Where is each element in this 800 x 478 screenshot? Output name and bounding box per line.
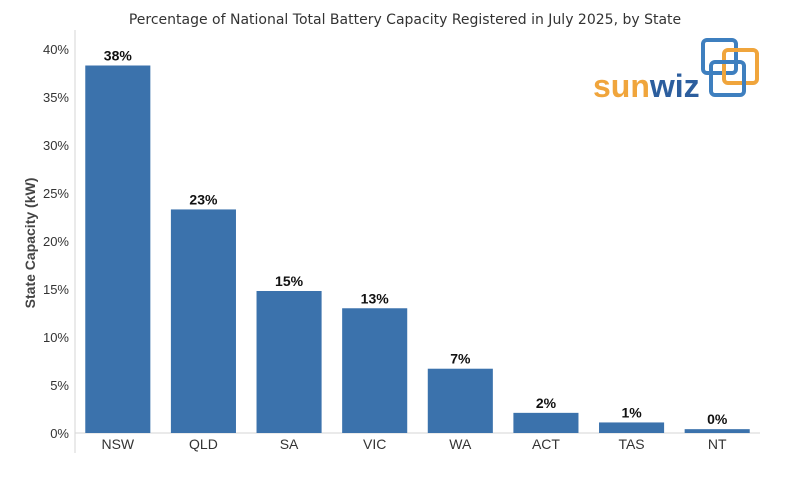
logo-square-3: [709, 60, 746, 97]
x-tick-label: TAS: [618, 436, 644, 452]
x-tick-label: WA: [449, 436, 472, 452]
bar-qld: [170, 209, 236, 433]
data-labels: 38% 23% 15% 13% 7% 2% 1% 0%: [104, 48, 728, 428]
bar-wa: [427, 368, 493, 433]
sunwiz-logo: sunwiz: [593, 38, 759, 104]
x-tick-label: NT: [708, 436, 727, 452]
y-tick-label: 10%: [43, 330, 69, 345]
data-label: 38%: [104, 48, 133, 64]
bar-vic: [342, 308, 408, 433]
data-label: 0%: [707, 411, 728, 427]
x-tick-label: QLD: [189, 436, 218, 452]
y-tick-label: 5%: [50, 378, 69, 393]
bars: [85, 65, 750, 433]
logo-square-1: [701, 38, 738, 75]
data-label: 13%: [361, 290, 390, 306]
data-label: 7%: [450, 351, 471, 367]
logo-text-wiz: wiz: [649, 68, 700, 104]
axes: 0% 5% 10% 15% 20% 25% 30% 35% 40% NSW QLD SA VIC WA AC…: [43, 30, 760, 453]
bar-act: [513, 412, 579, 433]
y-axis-label: State Capacity (kW): [22, 178, 38, 309]
data-label: 1%: [621, 404, 642, 420]
chart-title: Percentage of National Total Battery Cap…: [129, 12, 681, 28]
x-tick-label: VIC: [363, 436, 386, 452]
y-tick-label: 25%: [43, 186, 69, 201]
bar-nt: [684, 429, 750, 433]
data-label: 15%: [275, 273, 304, 289]
data-label: 2%: [536, 395, 557, 411]
y-tick-label: 15%: [43, 282, 69, 297]
bar-tas: [599, 422, 665, 433]
logo-text-sun: sun: [593, 68, 650, 104]
y-tick-label: 30%: [43, 138, 69, 153]
x-tick-label: ACT: [532, 436, 560, 452]
x-tick-label: NSW: [101, 436, 134, 452]
logo-square-2: [722, 48, 759, 85]
bar-sa: [256, 290, 322, 433]
bar-nsw: [85, 65, 151, 433]
y-tick-label: 35%: [43, 90, 69, 105]
y-tick-label: 20%: [43, 234, 69, 249]
x-tick-label: SA: [280, 436, 299, 452]
y-tick-label: 0%: [50, 426, 69, 441]
y-tick-label: 40%: [43, 42, 69, 57]
logo-wordmark: sunwiz: [593, 68, 700, 104]
logo-squares-icon: [701, 38, 759, 97]
data-label: 23%: [189, 191, 218, 207]
